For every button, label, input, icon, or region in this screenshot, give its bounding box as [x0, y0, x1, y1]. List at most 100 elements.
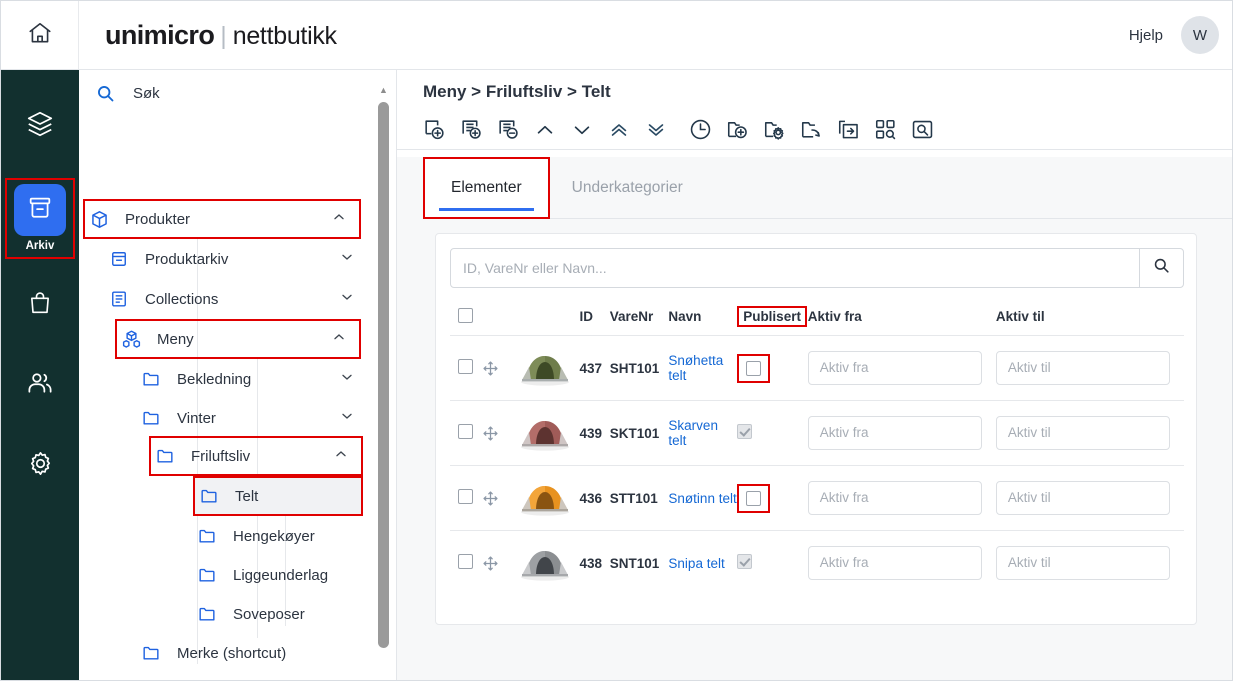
- row-name-cell[interactable]: Skarven telt: [668, 400, 738, 466]
- row-name-cell[interactable]: Snipa telt: [668, 531, 737, 596]
- aktiv-fra-input[interactable]: Aktiv fra: [807, 351, 982, 385]
- sidebar-item-filter[interactable]: Filter: [105, 673, 367, 680]
- header-aktiv-til[interactable]: Aktiv til: [995, 298, 1184, 336]
- row-aktiv-til-cell[interactable]: Aktiv til: [995, 531, 1184, 596]
- row-aktiv-fra-cell[interactable]: Aktiv fra: [807, 465, 996, 531]
- folder-move-button[interactable]: [796, 115, 826, 145]
- nav-item-users[interactable]: [14, 357, 66, 409]
- row-publisert-cell[interactable]: [737, 465, 808, 531]
- tab-underkategorier[interactable]: Underkategorier: [549, 157, 1232, 219]
- header-aktiv-fra[interactable]: Aktiv fra: [807, 298, 996, 336]
- avatar[interactable]: W: [1181, 16, 1219, 54]
- sidebar-item-soveposer[interactable]: Soveposer: [193, 594, 373, 634]
- table-row[interactable]: 438 SNT101 Snipa telt Aktiv fra: [450, 531, 1184, 596]
- grid-search-button[interactable]: [870, 115, 900, 145]
- search-box-button[interactable]: [907, 115, 937, 145]
- row-aktiv-til-cell[interactable]: Aktiv til: [995, 465, 1184, 531]
- nav-item-layers[interactable]: [14, 98, 66, 150]
- search-submit-button[interactable]: [1139, 249, 1183, 287]
- aktiv-til-input[interactable]: Aktiv til: [995, 546, 1170, 581]
- sidebar-item-hengekoyer[interactable]: Hengekøyer: [193, 516, 373, 556]
- publisert-checkbox[interactable]: [746, 360, 762, 376]
- row-drag-cell[interactable]: [482, 531, 516, 596]
- folder-add-button[interactable]: [722, 115, 752, 145]
- row-name-link[interactable]: Skarven telt: [668, 418, 718, 448]
- sidebar-search[interactable]: Søk: [79, 70, 396, 116]
- sidebar-item-produkter[interactable]: Produkter: [83, 199, 361, 239]
- row-aktiv-til-cell[interactable]: Aktiv til: [995, 335, 1184, 401]
- export-button[interactable]: [833, 115, 863, 145]
- header-publisert[interactable]: Publisert: [737, 298, 808, 336]
- aktiv-fra-input[interactable]: Aktiv fra: [807, 546, 982, 581]
- sidebar-item-vinter[interactable]: Vinter: [137, 398, 367, 438]
- row-publisert-cell[interactable]: [737, 335, 808, 401]
- move-handle-icon[interactable]: [482, 425, 516, 442]
- help-link[interactable]: Hjelp: [1128, 26, 1163, 44]
- sidebar-scrollbar[interactable]: ▲: [377, 86, 390, 666]
- row-name-cell[interactable]: Snøtinn telt: [668, 465, 738, 531]
- sidebar-item-collections[interactable]: Collections: [105, 279, 367, 319]
- scroll-up-arrow-icon[interactable]: ▲: [379, 85, 388, 95]
- move-top-button[interactable]: [604, 115, 634, 145]
- table-search[interactable]: ID, VareNr eller Navn...: [450, 248, 1184, 288]
- row-drag-cell[interactable]: [482, 400, 517, 466]
- row-drag-cell[interactable]: [482, 335, 517, 401]
- publisert-checkbox[interactable]: [746, 490, 762, 506]
- page-add-button[interactable]: [419, 115, 449, 145]
- row-name-link[interactable]: Snøhetta telt: [668, 353, 724, 383]
- row-select-cell[interactable]: [450, 335, 483, 401]
- row-aktiv-fra-cell[interactable]: Aktiv fra: [807, 531, 996, 596]
- move-up-button[interactable]: [530, 115, 560, 145]
- aktiv-til-input[interactable]: Aktiv til: [995, 416, 1170, 450]
- row-checkbox[interactable]: [458, 554, 473, 570]
- row-checkbox[interactable]: [458, 424, 473, 439]
- search-input[interactable]: ID, VareNr eller Navn...: [463, 260, 607, 276]
- row-name-link[interactable]: Snipa telt: [668, 555, 725, 571]
- row-select-cell[interactable]: [450, 465, 483, 531]
- sidebar-item-liggeunderlag[interactable]: Liggeunderlag: [193, 555, 373, 595]
- aktiv-til-input[interactable]: Aktiv til: [995, 351, 1170, 385]
- move-handle-icon[interactable]: [482, 490, 516, 507]
- header-select-all[interactable]: [450, 298, 483, 336]
- row-select-cell[interactable]: [450, 531, 482, 596]
- move-handle-icon[interactable]: [482, 360, 516, 377]
- list-add-button[interactable]: [456, 115, 486, 145]
- table-row[interactable]: 439 SKT101 Skarven telt Aktiv fra: [450, 400, 1184, 466]
- folder-settings-button[interactable]: [759, 115, 789, 145]
- home-button[interactable]: [1, 1, 79, 69]
- row-name-cell[interactable]: Snøhetta telt: [668, 335, 738, 401]
- sidebar-item-friluftsliv[interactable]: Friluftsliv: [149, 436, 363, 476]
- nav-item-arkiv[interactable]: Arkiv: [5, 178, 75, 259]
- select-all-checkbox[interactable]: [458, 307, 473, 323]
- history-button[interactable]: [685, 115, 715, 145]
- row-name-link[interactable]: Snøtinn telt: [668, 490, 737, 506]
- sidebar-item-produktarkiv[interactable]: Produktarkiv: [105, 239, 367, 279]
- move-bottom-button[interactable]: [641, 115, 671, 145]
- aktiv-fra-input[interactable]: Aktiv fra: [807, 416, 982, 450]
- table-row[interactable]: 436 STT101 Snøtinn telt Ak: [450, 465, 1184, 531]
- row-aktiv-fra-cell[interactable]: Aktiv fra: [807, 335, 996, 401]
- aktiv-fra-input[interactable]: Aktiv fra: [807, 481, 982, 515]
- nav-item-settings[interactable]: [14, 437, 66, 489]
- list-remove-button[interactable]: [493, 115, 523, 145]
- row-drag-cell[interactable]: [482, 465, 517, 531]
- row-aktiv-til-cell[interactable]: Aktiv til: [995, 400, 1184, 466]
- row-aktiv-fra-cell[interactable]: Aktiv fra: [807, 400, 996, 466]
- sidebar-item-bekledning[interactable]: Bekledning: [137, 359, 367, 399]
- row-select-cell[interactable]: [450, 400, 483, 466]
- nav-item-shop[interactable]: [14, 277, 66, 329]
- aktiv-til-input[interactable]: Aktiv til: [995, 481, 1170, 515]
- sidebar-item-meny[interactable]: Meny: [115, 319, 361, 359]
- tab-elementer[interactable]: Elementer: [423, 157, 550, 219]
- header-navn[interactable]: Navn: [668, 298, 738, 336]
- move-handle-icon[interactable]: [482, 555, 516, 572]
- row-checkbox[interactable]: [458, 359, 473, 374]
- row-checkbox[interactable]: [458, 489, 473, 504]
- sidebar-item-merke-shortcut[interactable]: Merke (shortcut): [137, 633, 367, 673]
- sidebar-item-telt[interactable]: Telt: [193, 476, 363, 516]
- header-id[interactable]: ID: [579, 298, 610, 336]
- scrollbar-thumb[interactable]: [378, 102, 389, 648]
- header-varenr[interactable]: VareNr: [609, 298, 669, 336]
- move-down-button[interactable]: [567, 115, 597, 145]
- brand-logo[interactable]: unimicro | nettbutikk: [105, 20, 337, 51]
